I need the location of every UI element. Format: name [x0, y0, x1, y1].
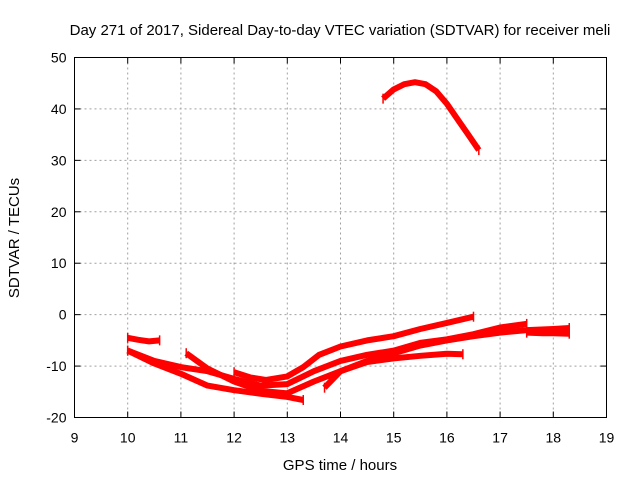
- series-layer: [126, 79, 571, 406]
- series-line-arc-f: [322, 350, 463, 390]
- series-line-arc-g: [381, 79, 482, 152]
- x-tick-label: 11: [174, 430, 189, 446]
- chart-title: Day 271 of 2017, Sidereal Day-to-day VTE…: [70, 22, 611, 39]
- y-tick-label: 50: [51, 50, 67, 66]
- y-tick-label: -10: [46, 358, 66, 374]
- y-tick-label: 40: [51, 101, 67, 117]
- x-tick-label: 19: [599, 430, 615, 446]
- series-line-arc-d: [184, 325, 570, 397]
- x-axis-label: GPS time / hours: [283, 457, 397, 474]
- x-tick-label: 10: [120, 430, 136, 446]
- y-tick-label: -20: [46, 410, 66, 426]
- series-line-arc-a: [127, 334, 160, 345]
- grid: [74, 57, 607, 418]
- x-tick-label: 13: [280, 430, 296, 446]
- axis-ticks: 9 10 11 12 13 14 15 16 17 18 19 -20 -10 0 10 20 30 40 50: [46, 50, 614, 446]
- series-line-arc-b: [126, 347, 304, 403]
- x-tick-label: 9: [71, 430, 79, 446]
- x-tick-label: 14: [333, 430, 349, 446]
- x-tick-label: 18: [546, 430, 562, 446]
- y-tick-label: 30: [51, 152, 67, 168]
- x-tick-label: 16: [439, 430, 455, 446]
- series-line-arc-h: [526, 329, 570, 337]
- y-tick-label: 10: [51, 255, 67, 271]
- x-tick-label: 17: [492, 430, 508, 446]
- y-axis-label: SDTVAR / TECUs: [6, 178, 23, 298]
- y-tick-label: 20: [51, 204, 67, 220]
- series-line-arc-e: [233, 313, 475, 383]
- y-tick-label: 0: [59, 307, 67, 323]
- x-tick-label: 12: [226, 430, 242, 446]
- x-tick-label: 15: [386, 430, 402, 446]
